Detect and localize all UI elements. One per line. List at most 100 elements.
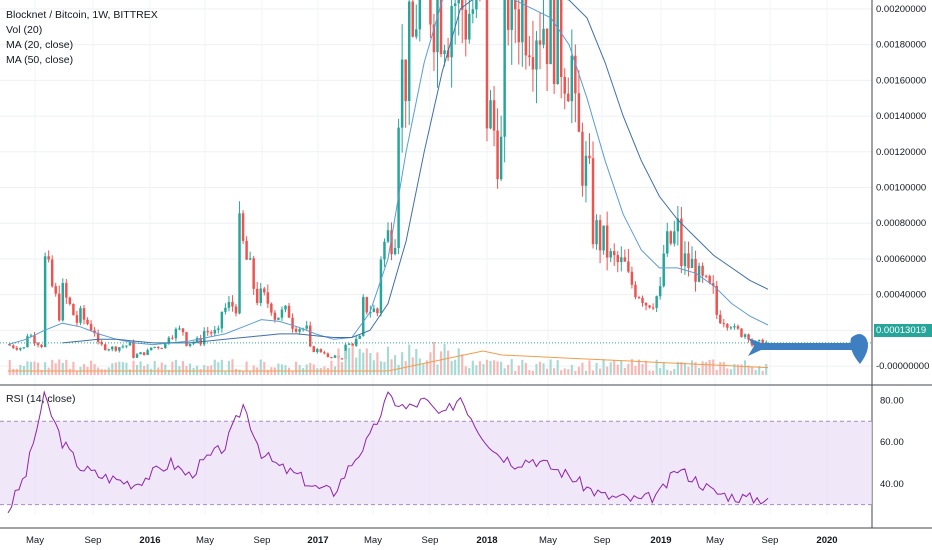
volume-bar <box>100 369 103 375</box>
rsi-tick-label: 80.00 <box>880 395 904 406</box>
volume-bar <box>521 359 524 375</box>
volume-bar <box>683 362 686 375</box>
volume-bar <box>337 348 340 375</box>
volume-bar <box>128 369 132 375</box>
volume-bar <box>637 359 641 375</box>
volume-bar <box>747 365 750 375</box>
volume-bar <box>280 364 284 375</box>
volume-bar <box>510 359 513 375</box>
candle-body <box>559 0 563 78</box>
volume-bar <box>68 368 71 375</box>
volume-bar <box>8 359 11 375</box>
volume-bar <box>185 365 188 375</box>
candle-body <box>149 347 153 351</box>
price-tick-label: 0.00200000 <box>876 4 926 15</box>
candle-body <box>393 248 397 255</box>
volume-bar <box>648 370 651 375</box>
volume-bar <box>634 365 637 375</box>
volume-bar <box>450 360 453 375</box>
volume-bar <box>19 364 22 375</box>
volume-bar <box>376 352 379 375</box>
volume-bar <box>238 369 241 375</box>
candle-body <box>266 292 270 304</box>
candle-body <box>125 345 128 347</box>
candle-body <box>128 341 132 346</box>
candle-body <box>602 225 605 251</box>
candle-body <box>100 341 103 345</box>
time-tick-label: May <box>706 535 724 546</box>
candle-body <box>72 303 75 316</box>
candle-body <box>471 9 475 14</box>
volume-bar <box>468 367 471 375</box>
volume-bar <box>54 363 57 375</box>
time-tick-label: Sep <box>85 535 102 546</box>
candle-body <box>280 309 284 318</box>
volume-bar <box>457 348 460 375</box>
candle-body <box>26 336 29 348</box>
volume-bar <box>26 361 29 375</box>
candle-body <box>217 328 220 330</box>
candle-body <box>443 50 446 55</box>
candle-body <box>199 337 202 345</box>
candle-body <box>89 323 93 331</box>
volume-bar <box>249 370 252 375</box>
volume-bar <box>542 363 545 375</box>
volume-bar <box>404 361 407 375</box>
volume-bar <box>655 359 658 375</box>
volume-bar <box>199 368 202 375</box>
candle-body <box>118 347 121 351</box>
candle-body <box>273 312 277 320</box>
volume-bar <box>761 370 764 375</box>
candle-body <box>453 3 457 7</box>
candle-body <box>36 343 40 346</box>
volume-bar <box>72 361 75 375</box>
volume-bar <box>217 362 220 375</box>
candle-body <box>178 328 181 330</box>
volume-bar <box>167 369 170 375</box>
volume-bar <box>698 367 701 375</box>
volume-bar <box>528 370 531 375</box>
volume-bar <box>662 361 665 375</box>
candle-body <box>103 344 107 350</box>
volume-bar <box>549 359 552 375</box>
candle-body <box>630 271 634 285</box>
candle-body <box>521 0 524 43</box>
candle-body <box>263 288 266 293</box>
volume-bar <box>719 362 722 375</box>
candle-body <box>634 284 637 298</box>
candle-body <box>252 258 255 289</box>
candle-body <box>701 265 704 276</box>
volume-bar <box>415 349 418 375</box>
candle-body <box>12 345 15 348</box>
volume-bar <box>263 361 266 375</box>
volume-bar <box>181 361 185 375</box>
candle-body <box>616 255 620 263</box>
candle-body <box>153 346 156 348</box>
candle-body <box>323 352 326 354</box>
last-price-badge: 0.00013019 <box>874 324 932 337</box>
volume-bar <box>305 364 308 375</box>
candle-body <box>210 332 213 334</box>
candle-body <box>376 308 379 314</box>
volume-bar <box>231 359 234 375</box>
candle-body <box>386 230 390 242</box>
volume-bar <box>104 369 107 375</box>
candle-body <box>58 293 61 321</box>
candle-body <box>121 346 125 348</box>
candle-body <box>567 93 570 102</box>
candle-body <box>146 350 149 355</box>
candle-body <box>676 218 680 232</box>
candle-body <box>570 55 574 102</box>
time-tick-label: Sep <box>762 535 779 546</box>
candle-body <box>330 357 333 359</box>
volume-bar <box>425 360 428 375</box>
volume-bar <box>500 361 503 375</box>
time-tick-label: May <box>196 535 214 546</box>
volume-bar <box>150 368 153 375</box>
volume-bar <box>302 368 305 375</box>
legend-ma20: MA (20, close) <box>6 39 74 51</box>
volume-bar <box>355 357 358 375</box>
volume-bar <box>482 364 485 375</box>
candle-body <box>397 127 400 249</box>
candle-body <box>227 301 231 308</box>
